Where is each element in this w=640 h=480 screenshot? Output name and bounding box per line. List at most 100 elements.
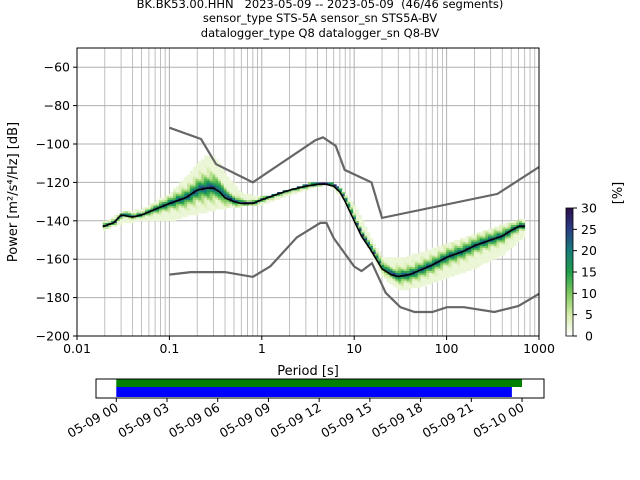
y-tick-label: −80 bbox=[44, 98, 70, 113]
heatmap-cell bbox=[159, 215, 163, 218]
heatmap-cell bbox=[198, 168, 202, 172]
heatmap-cell bbox=[175, 201, 180, 204]
heatmap-cell bbox=[510, 222, 514, 225]
heatmap-cell bbox=[417, 255, 422, 258]
heatmap-cell bbox=[440, 251, 444, 254]
heatmap-cell bbox=[426, 261, 430, 264]
heatmap-cell bbox=[490, 251, 495, 254]
heatmap-cell bbox=[451, 243, 455, 247]
heatmap-cell bbox=[125, 213, 129, 216]
heatmap-cell bbox=[204, 167, 208, 170]
heatmap-cell bbox=[499, 226, 503, 229]
heatmap-cell bbox=[476, 245, 481, 248]
heatmap-cell bbox=[457, 261, 461, 264]
heatmap-cell bbox=[406, 286, 410, 289]
heatmap-cell bbox=[136, 213, 140, 216]
y-tick-label: −180 bbox=[36, 290, 70, 305]
heatmap-cell bbox=[471, 249, 475, 252]
heatmap-cell bbox=[156, 211, 160, 214]
heatmap-cell bbox=[474, 253, 478, 256]
heatmap-cell bbox=[465, 266, 469, 270]
heatmap-cell bbox=[195, 178, 199, 181]
heatmap-cell bbox=[156, 215, 160, 218]
heatmap-cell bbox=[192, 186, 196, 189]
heatmap-cell bbox=[355, 209, 360, 212]
heatmap-cell bbox=[420, 272, 424, 275]
heatmap-cell bbox=[521, 230, 526, 233]
heatmap-cell bbox=[426, 263, 430, 266]
heatmap-cell bbox=[389, 270, 393, 273]
heatmap-cell bbox=[490, 228, 495, 231]
colorbar-gradient bbox=[565, 207, 574, 337]
heatmap-cell bbox=[189, 211, 194, 214]
heatmap-cell bbox=[493, 255, 497, 258]
heatmap-cell bbox=[133, 211, 137, 214]
heatmap-cell bbox=[282, 195, 286, 199]
heatmap-cell bbox=[434, 274, 438, 277]
heatmap-cell bbox=[240, 205, 244, 208]
heatmap-cell bbox=[347, 199, 351, 202]
heatmap-cell bbox=[507, 226, 512, 229]
heatmap-cell bbox=[147, 216, 151, 220]
heatmap-cell bbox=[170, 205, 174, 208]
heatmap-cell bbox=[482, 238, 486, 241]
heatmap-cell bbox=[423, 276, 427, 279]
heatmap-cell bbox=[479, 238, 483, 241]
heatmap-cell bbox=[147, 207, 151, 210]
heatmap-cell bbox=[459, 238, 464, 241]
heatmap-cell bbox=[204, 190, 208, 193]
heatmap-cell bbox=[445, 274, 450, 277]
heatmap-cell bbox=[417, 286, 422, 289]
heatmap-cell bbox=[426, 268, 430, 272]
heatmap-cell bbox=[395, 280, 399, 283]
heatmap-cell bbox=[204, 155, 208, 158]
heatmap-cell bbox=[234, 205, 239, 208]
mode-line bbox=[102, 183, 525, 278]
heatmap-cell bbox=[204, 205, 208, 208]
heatmap-cell bbox=[406, 278, 410, 281]
heatmap-cell bbox=[381, 261, 385, 264]
heatmap-cell bbox=[389, 264, 393, 268]
heatmap-cell bbox=[153, 207, 157, 210]
heatmap-cell bbox=[206, 190, 211, 193]
heatmap-cell bbox=[445, 276, 450, 279]
heatmap-cell bbox=[122, 216, 126, 220]
heatmap-cell bbox=[187, 213, 191, 216]
heatmap-cell bbox=[521, 218, 526, 222]
heatmap-cell bbox=[195, 209, 199, 212]
heatmap-cell bbox=[493, 253, 497, 256]
heatmap-cell bbox=[400, 268, 405, 272]
heatmap-cell bbox=[504, 234, 509, 237]
heatmap-cell bbox=[434, 247, 438, 250]
heatmap-cell bbox=[440, 255, 444, 258]
heatmap-cell bbox=[409, 257, 413, 260]
heatmap-cell bbox=[189, 203, 194, 206]
heatmap-cell bbox=[206, 203, 211, 206]
heatmap-cell bbox=[445, 243, 450, 247]
heatmap-cell bbox=[367, 240, 371, 243]
coverage-tick-label: 05-09 03 bbox=[115, 400, 171, 441]
heatmap-cell bbox=[341, 193, 346, 197]
heatmap-cell bbox=[462, 270, 467, 273]
heatmap-cell bbox=[195, 207, 199, 210]
heatmap-cell bbox=[392, 284, 396, 287]
heatmap-cell bbox=[164, 195, 168, 199]
heatmap-cell bbox=[513, 234, 517, 237]
heatmap-cell bbox=[451, 263, 455, 266]
heatmap-cell bbox=[223, 195, 227, 199]
heatmap-cell bbox=[420, 278, 424, 281]
heatmap-cell bbox=[504, 241, 509, 245]
x-tick-label: 100 bbox=[435, 341, 459, 356]
heatmap-cell bbox=[429, 266, 433, 270]
heatmap-cell bbox=[406, 266, 410, 270]
heatmap-cell bbox=[448, 272, 452, 275]
heatmap-cell bbox=[412, 274, 416, 277]
heatmap-cell bbox=[218, 178, 222, 181]
heatmap-cell bbox=[468, 241, 472, 245]
heatmap-cell bbox=[212, 205, 216, 208]
heatmap-cell bbox=[392, 263, 396, 266]
x-tick-label: 10 bbox=[346, 341, 362, 356]
heatmap-cell bbox=[457, 264, 461, 268]
heatmap-cell bbox=[353, 213, 357, 216]
heatmap-cell bbox=[220, 192, 225, 195]
